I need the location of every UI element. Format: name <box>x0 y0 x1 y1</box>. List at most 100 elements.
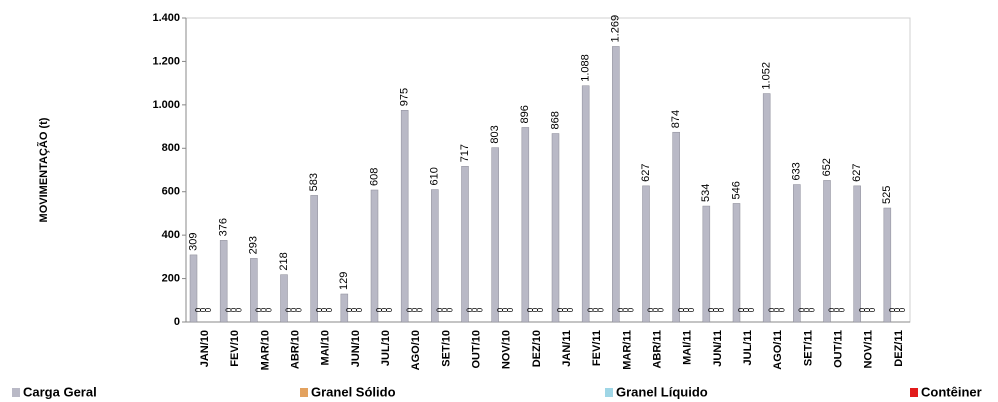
value-label: 633 <box>791 162 803 180</box>
value-label: 874 <box>670 110 682 128</box>
x-tick-label: MAI/10 <box>320 330 332 365</box>
x-tick-label: AGO/10 <box>410 330 422 370</box>
legend-swatch <box>300 388 308 397</box>
value-label: 0 <box>375 307 384 312</box>
legend-label: Granel Líquido <box>616 384 708 399</box>
x-tick-label: DEZ/10 <box>531 330 543 367</box>
value-label: 0 <box>259 307 268 312</box>
value-label: 0 <box>616 307 625 312</box>
value-label: 0 <box>415 307 424 312</box>
bar <box>672 131 680 323</box>
value-label: 129 <box>338 272 350 290</box>
value-label: 0 <box>893 307 902 312</box>
bar <box>581 85 590 323</box>
value-label: 0 <box>838 307 847 312</box>
value-label: 0 <box>355 307 364 312</box>
value-label: 0 <box>591 307 600 312</box>
value-label: 0 <box>596 307 605 312</box>
bar <box>551 133 560 323</box>
value-label: 0 <box>772 307 781 312</box>
value-label: 1.269 <box>610 15 622 43</box>
legend-label: Contêiner <box>921 384 982 399</box>
legend-swatch <box>910 388 918 397</box>
value-label: 0 <box>888 307 897 312</box>
value-label: 627 <box>851 163 863 181</box>
value-label: 0 <box>777 307 786 312</box>
value-label: 868 <box>549 111 561 129</box>
value-label: 0 <box>898 307 907 312</box>
value-label: 0 <box>742 307 751 312</box>
bar <box>793 184 801 323</box>
bar <box>491 147 499 323</box>
legend-swatch <box>12 388 20 397</box>
value-label: 0 <box>682 307 691 312</box>
value-label: 0 <box>380 307 389 312</box>
value-label: 0 <box>345 307 354 312</box>
value-label: 1.088 <box>580 54 592 82</box>
value-label: 0 <box>264 307 273 312</box>
x-tick-label: DEZ/11 <box>893 330 905 367</box>
value-label: 0 <box>526 307 535 312</box>
value-label: 0 <box>325 307 334 312</box>
value-label: 293 <box>248 236 260 254</box>
x-tick-label: MAI/11 <box>682 330 694 365</box>
value-label: 0 <box>802 307 811 312</box>
x-tick-label: JUL/11 <box>742 330 754 365</box>
value-label: 0 <box>586 307 595 312</box>
value-label: 0 <box>476 307 485 312</box>
value-label: 0 <box>566 307 575 312</box>
value-label: 0 <box>295 307 304 312</box>
value-label: 0 <box>224 307 233 312</box>
value-label: 0 <box>194 307 203 312</box>
value-label: 717 <box>459 144 471 162</box>
bar <box>340 293 349 323</box>
bar <box>762 93 771 323</box>
x-tick-label: ABR/10 <box>289 330 301 369</box>
y-tick-label: 1.000 <box>152 99 180 111</box>
x-tick-label: FEV/11 <box>591 330 603 366</box>
value-label: 0 <box>496 307 505 312</box>
value-label: 0 <box>435 307 444 312</box>
value-label: 0 <box>254 307 263 312</box>
value-label: 376 <box>218 218 230 236</box>
value-label: 0 <box>747 307 756 312</box>
bar <box>189 254 198 323</box>
value-label: 0 <box>652 307 661 312</box>
value-label: 0 <box>536 307 545 312</box>
value-label: 0 <box>687 307 696 312</box>
value-label: 0 <box>471 307 480 312</box>
value-label: 0 <box>285 307 294 312</box>
value-label: 0 <box>712 307 721 312</box>
x-tick-label: AGO/11 <box>772 330 784 370</box>
value-label: 0 <box>863 307 872 312</box>
x-tick-label: MAR/11 <box>621 330 633 370</box>
value-label: 803 <box>489 125 501 143</box>
value-label: 627 <box>640 163 652 181</box>
value-label: 0 <box>647 307 656 312</box>
x-tick-label: SET/10 <box>440 330 452 367</box>
value-label: 896 <box>519 105 531 123</box>
value-label: 0 <box>410 307 419 312</box>
value-label: 0 <box>385 307 394 312</box>
bar <box>280 274 288 323</box>
x-tick-label: FEV/10 <box>229 330 241 367</box>
x-tick-label: JAN/11 <box>561 330 573 367</box>
value-label: 652 <box>821 158 833 176</box>
bar <box>823 180 831 323</box>
value-label: 0 <box>657 307 666 312</box>
x-tick-label: SET/11 <box>802 330 814 366</box>
y-tick-label: 1.200 <box>152 55 180 67</box>
value-label: 0 <box>350 307 359 312</box>
value-label: 546 <box>730 181 742 199</box>
legend-swatch <box>605 388 613 397</box>
bar <box>400 110 409 323</box>
bar <box>732 203 741 323</box>
value-label: 0 <box>737 307 746 312</box>
x-tick-label: NOV/10 <box>501 330 513 369</box>
bar <box>250 258 258 323</box>
y-tick-label: 1.400 <box>152 12 180 24</box>
y-tick-label: 400 <box>162 229 180 241</box>
value-label: 608 <box>368 168 380 186</box>
x-tick-label: JUN/10 <box>350 330 362 367</box>
value-label: 0 <box>868 307 877 312</box>
